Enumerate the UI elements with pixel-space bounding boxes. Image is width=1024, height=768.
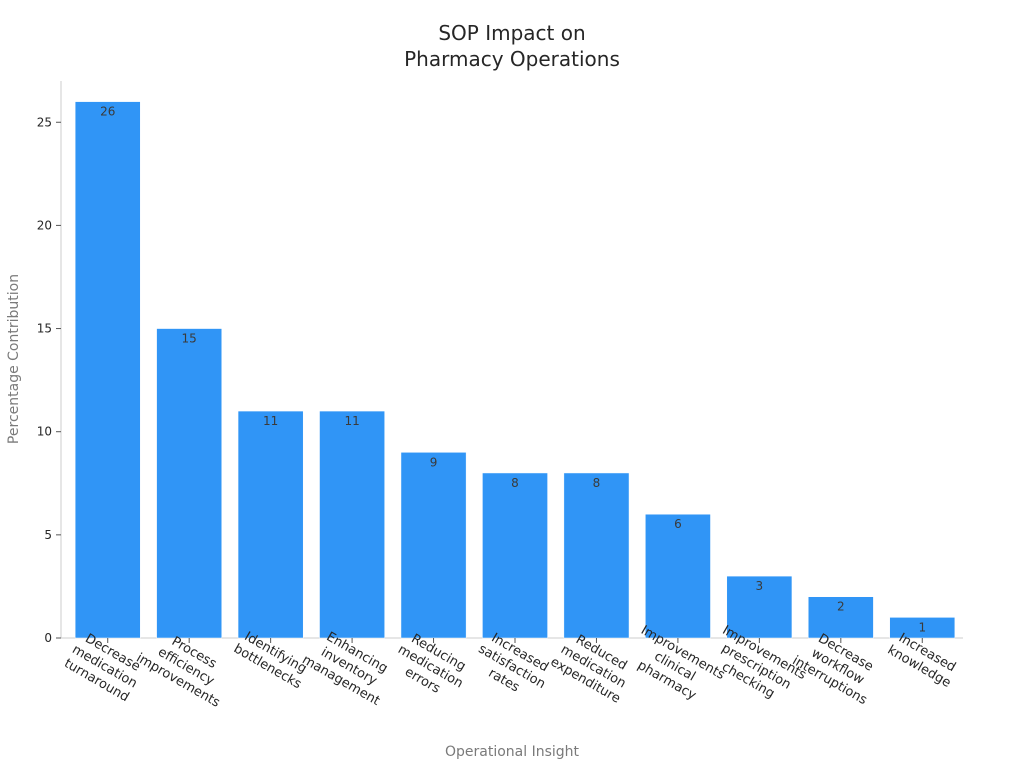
- bars: [74, 101, 956, 639]
- y-axis: 0 5 10 15 20 25: [37, 81, 62, 645]
- y-tick-label: 20: [37, 218, 52, 232]
- bar-value-label: 9: [430, 455, 438, 469]
- y-tick-label: 25: [37, 115, 52, 129]
- bar-value-label: 1: [918, 620, 926, 634]
- bar-value-label: 3: [756, 579, 764, 593]
- y-axis-label: Percentage Contribution: [6, 274, 22, 444]
- bar-value-label: 8: [511, 476, 519, 490]
- data-labels: 26 15 11 11 9 8 8 6 3 2 1: [100, 105, 926, 635]
- bar: [807, 596, 874, 639]
- bar: [74, 101, 141, 639]
- bar-value-label: 26: [100, 105, 115, 119]
- bar: [645, 513, 711, 639]
- bar: [319, 410, 385, 639]
- x-tick-label-text: Reducedmedicationexpenditure: [548, 627, 639, 707]
- bar: [156, 328, 223, 639]
- y-tick-label: 10: [37, 425, 52, 439]
- y-tick-label: 5: [44, 528, 52, 542]
- y-tick-label: 15: [37, 322, 52, 336]
- x-tick-label-text: Reducingmedicationerrors: [387, 628, 473, 705]
- bar: [237, 410, 304, 639]
- bar-value-label: 11: [263, 414, 278, 428]
- bar-value-label: 6: [674, 517, 682, 531]
- bar-value-label: 8: [593, 476, 601, 490]
- x-tick-label: Reducedmedicationexpenditure: [548, 627, 639, 707]
- y-tick-label: 0: [44, 631, 52, 645]
- chart-title-line-1: SOP Impact on: [438, 21, 585, 45]
- bar-value-label: 2: [837, 600, 845, 614]
- x-tick-label: Reducingmedicationerrors: [387, 628, 473, 705]
- chart-title-line-2: Pharmacy Operations: [404, 47, 620, 71]
- bar: [563, 472, 630, 639]
- x-tick-label: Decreasemedicationturnaround: [61, 628, 147, 705]
- x-tick-label: Increasedsatisfactionrates: [468, 628, 556, 706]
- bar: [400, 452, 467, 639]
- x-tick-label-text: Increasedsatisfactionrates: [468, 628, 556, 706]
- bar-value-label: 15: [182, 332, 197, 346]
- bar-value-label: 11: [344, 414, 359, 428]
- bar: [482, 472, 548, 639]
- x-tick-label-text: Decreasemedicationturnaround: [61, 628, 147, 705]
- chart-title: SOP Impact on Pharmacy Operations: [404, 21, 620, 71]
- bar: [726, 575, 793, 639]
- x-axis-label: Operational Insight: [445, 744, 580, 760]
